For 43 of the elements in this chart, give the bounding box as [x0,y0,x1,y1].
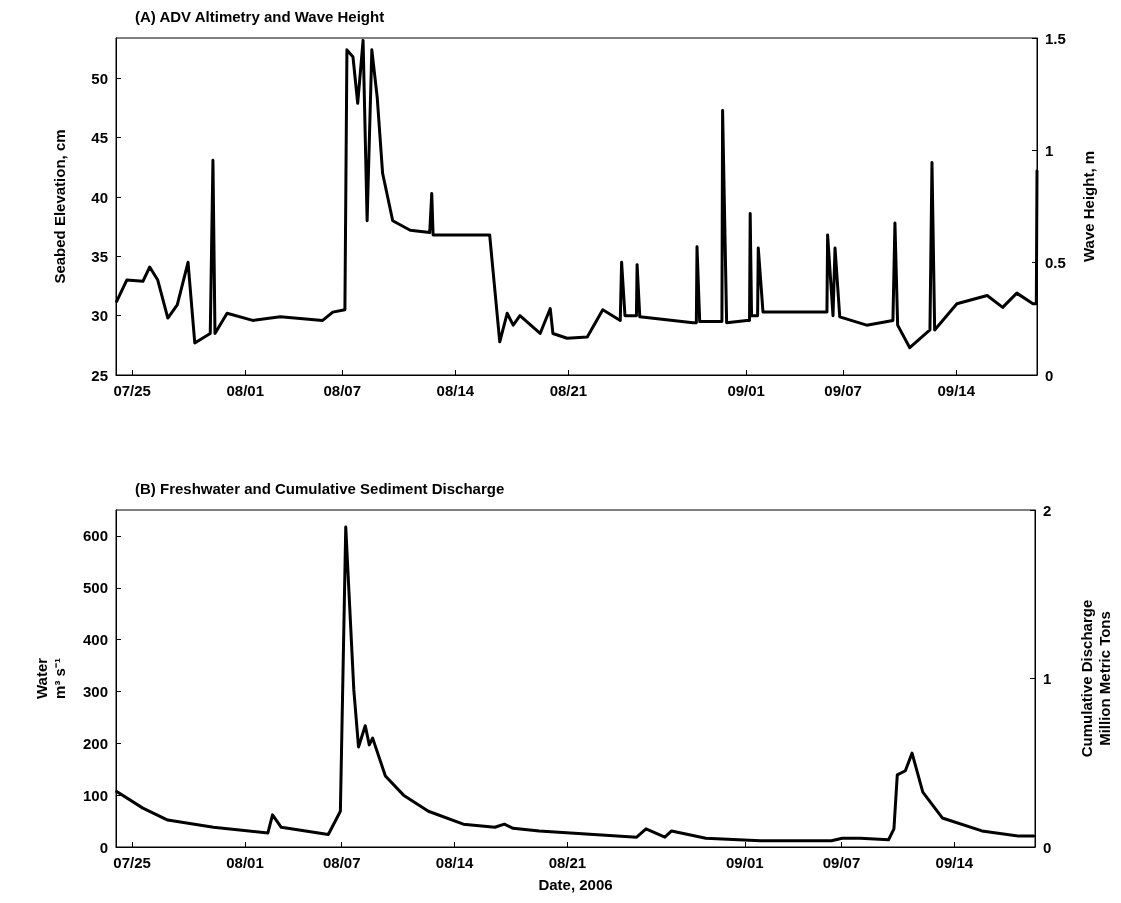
y2-tick-label: 0 [1045,366,1054,384]
y2-tick-label: 2 [1043,501,1052,519]
x-tick-label: 07/25 [113,382,151,399]
y-tick-label: 40 [91,188,108,206]
x-tick-label: 08/01 [226,382,265,399]
y-axis-title: Water m³ s⁻¹ [32,657,68,700]
y2-axis-title: Wave Height, m [1079,150,1097,263]
chart-title: (B) Freshwater and Cumulative Sediment Discharge [135,480,505,497]
x-tick-label: 08/14 [435,854,474,871]
y2-axis-title: Cumulative Discharge Million Metric Tons [1077,599,1113,758]
x-tick-label: 09/14 [935,854,974,871]
y-tick-label: 35 [91,247,108,265]
y-tick-label: 200 [82,734,108,752]
y-tick-label: 300 [82,682,108,700]
y-axis-title: Seabed Elevation, cm [50,129,68,284]
chart-title: (A) ADV Altimetry and Wave Height [135,8,385,25]
x-tick-label: 08/07 [322,854,361,871]
x-tick-label: 07/25 [113,854,151,871]
y2-tick-label: 1 [1045,141,1054,159]
y2-tick-label: 1.5 [1045,29,1066,47]
y-tick-label: 400 [82,631,108,649]
y-tick-label: 45 [91,129,108,147]
x-tick-label: 08/14 [436,382,475,399]
y-tick-label: 500 [82,579,108,597]
y2-tick-label: 0.5 [1045,254,1066,272]
x-tick-label: 09/07 [822,854,861,871]
y-tick-label: 50 [91,69,108,87]
x-tick-label: 08/07 [323,382,361,399]
y-tick-label: 25 [91,366,108,384]
y-tick-label: 30 [91,307,108,325]
y-tick-label: 0 [99,838,108,856]
x-tick-label: 09/07 [824,382,862,399]
x-axis-title: Date, 2006 [538,876,613,893]
x-tick-label: 08/01 [226,854,264,871]
y2-tick-label: 1 [1043,670,1052,687]
x-tick-label: 08/21 [549,382,588,399]
y-tick-label: 100 [82,786,108,804]
x-tick-label: 09/01 [727,382,765,399]
y-tick-label: 600 [82,527,108,545]
y2-tick-label: 0 [1043,838,1052,856]
x-tick-label: 08/21 [548,854,587,871]
x-tick-label: 09/14 [937,382,976,399]
x-tick-label: 09/01 [726,854,764,871]
